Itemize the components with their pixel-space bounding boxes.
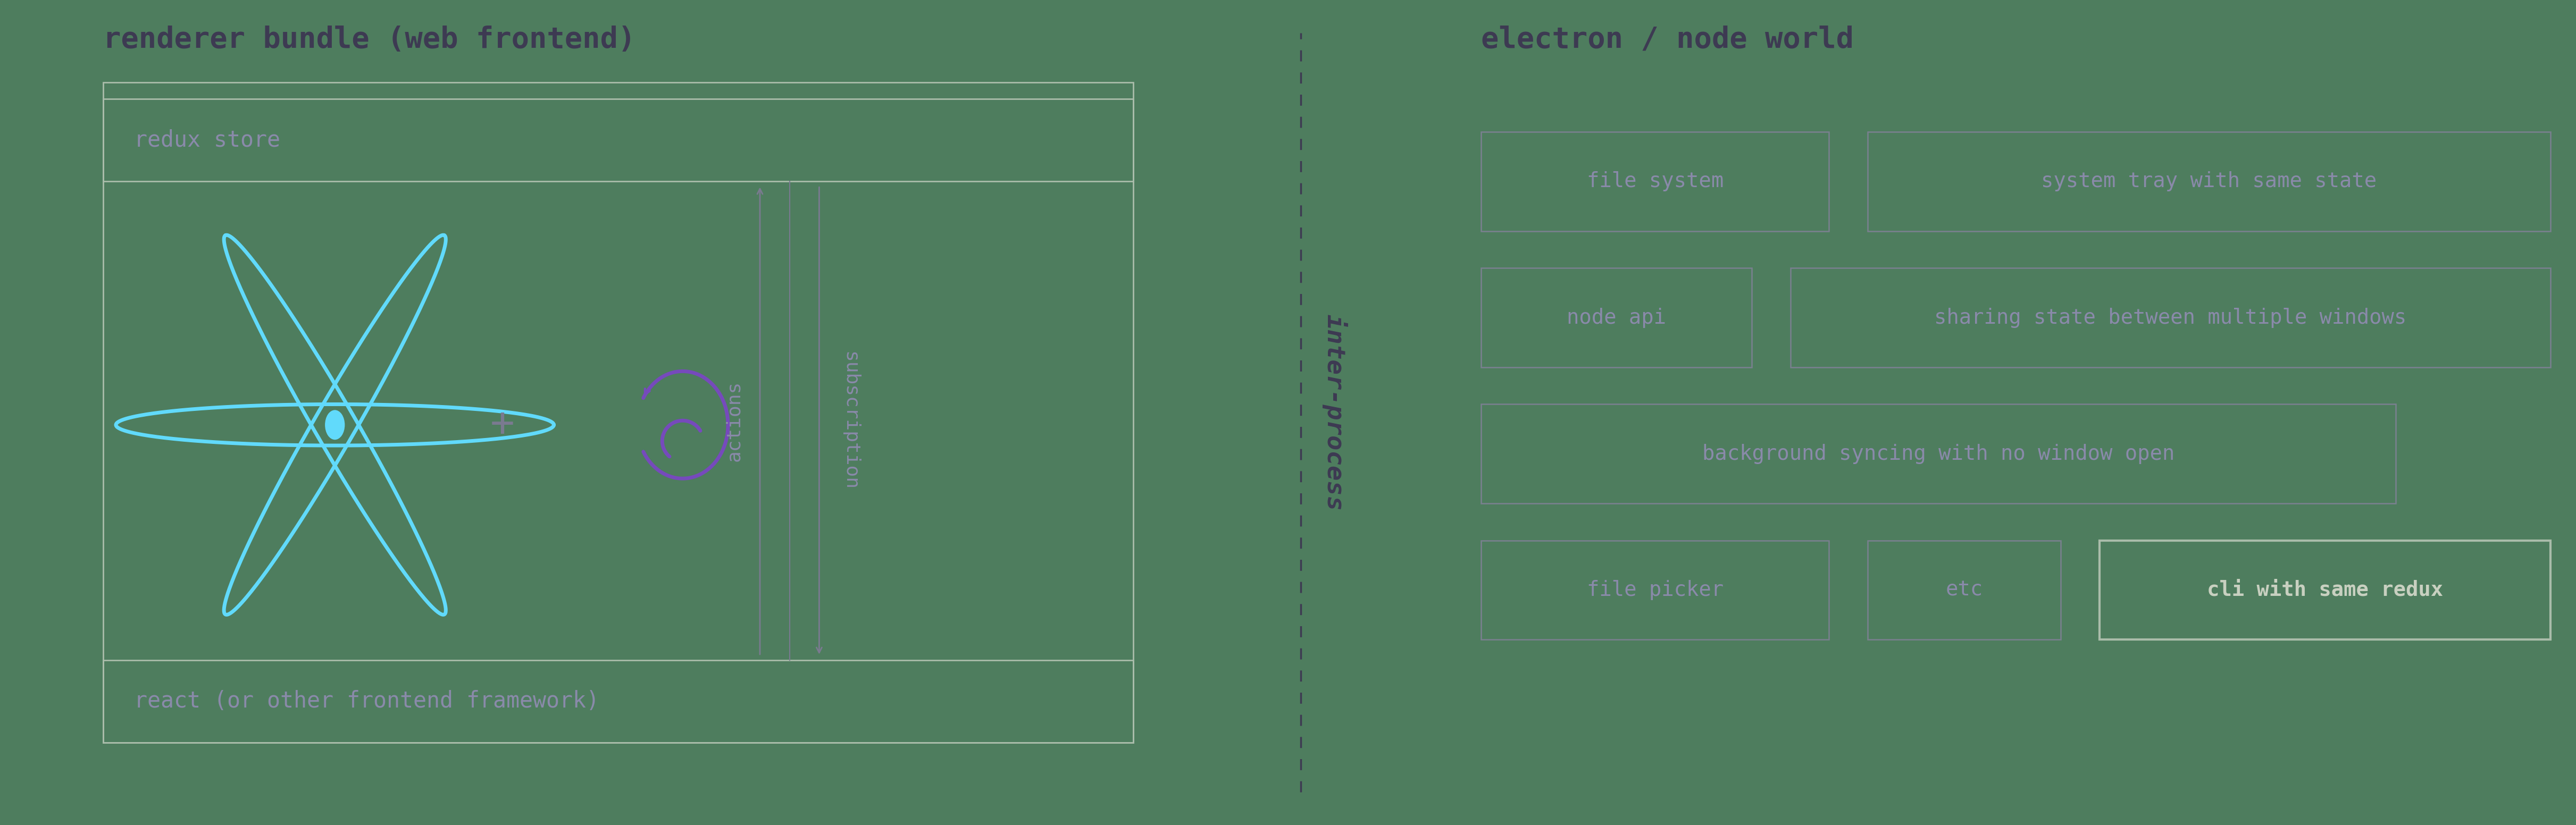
Bar bbox=[1481, 268, 1752, 367]
Text: file system: file system bbox=[1587, 172, 1723, 191]
Text: inter-process: inter-process bbox=[1321, 314, 1347, 511]
Text: react (or other frontend framework): react (or other frontend framework) bbox=[134, 690, 600, 713]
Text: background syncing with no window open: background syncing with no window open bbox=[1703, 444, 2174, 464]
Bar bbox=[1481, 132, 1829, 231]
Text: renderer bundle (web frontend): renderer bundle (web frontend) bbox=[103, 26, 636, 54]
Bar bbox=[103, 660, 1133, 743]
Text: node api: node api bbox=[1566, 308, 1667, 328]
Text: system tray with same state: system tray with same state bbox=[2040, 172, 2378, 191]
Bar bbox=[1481, 404, 2396, 503]
Bar bbox=[103, 99, 1133, 182]
Bar bbox=[1790, 268, 2550, 367]
Text: redux store: redux store bbox=[134, 129, 281, 152]
Text: +: + bbox=[489, 405, 515, 445]
Text: electron / node world: electron / node world bbox=[1481, 26, 1855, 54]
Text: actions: actions bbox=[724, 380, 744, 461]
Bar bbox=[1868, 540, 2061, 639]
Bar bbox=[103, 83, 1133, 743]
Bar bbox=[1481, 540, 1829, 639]
Text: sharing state between multiple windows: sharing state between multiple windows bbox=[1935, 308, 2406, 328]
Text: file picker: file picker bbox=[1587, 580, 1723, 600]
Bar bbox=[2099, 540, 2550, 639]
Ellipse shape bbox=[325, 410, 345, 440]
Bar bbox=[1868, 132, 2550, 231]
Text: etc: etc bbox=[1945, 580, 1984, 600]
Text: cli with same redux: cli with same redux bbox=[2208, 580, 2442, 600]
Text: subscription: subscription bbox=[840, 351, 860, 490]
